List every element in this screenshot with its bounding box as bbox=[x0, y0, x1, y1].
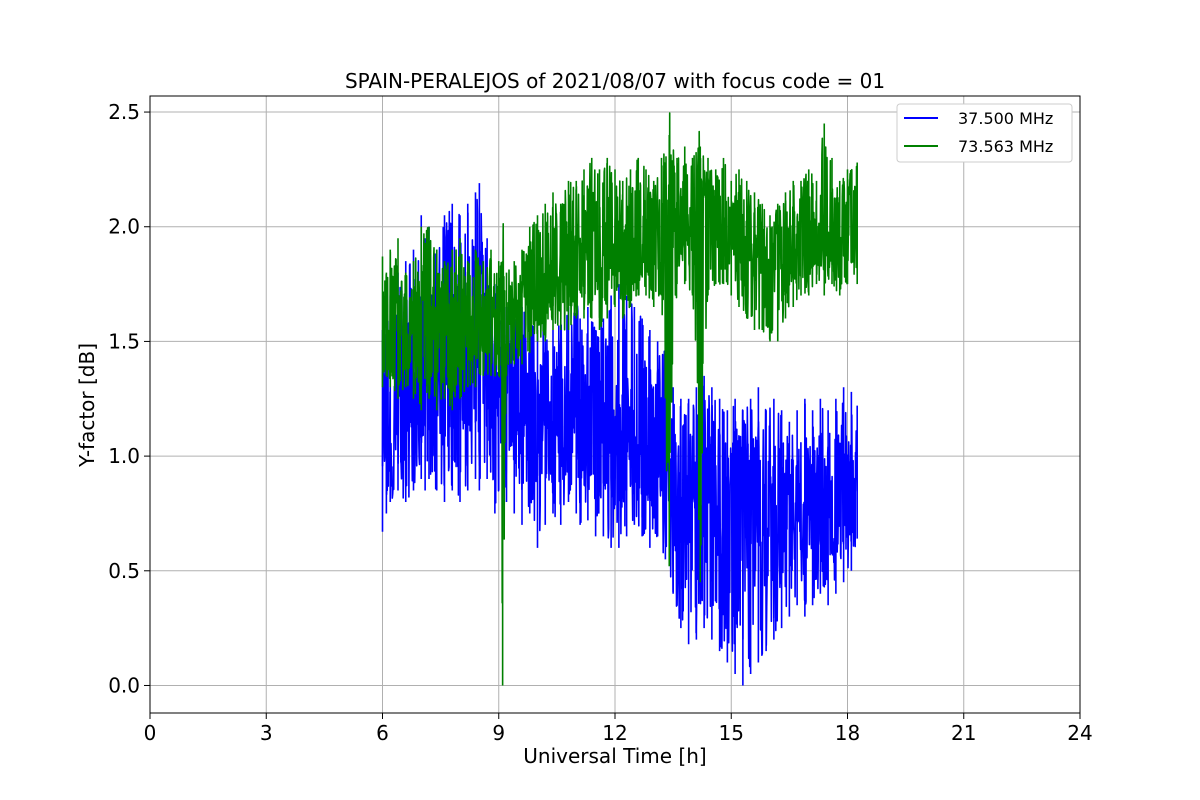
x-tick-label: 24 bbox=[1067, 721, 1092, 745]
ticks: 0 3 6 9 12 15 18 21 24 0.0 0.5 1.0 1.5 2.0 2.5 bbox=[108, 100, 1093, 745]
y-tick-label: 2.5 bbox=[108, 100, 140, 124]
legend-label-37500: 37.500 MHz bbox=[958, 109, 1053, 128]
y-tick-label: 1.5 bbox=[108, 329, 140, 353]
legend-label-73563: 73.563 MHz bbox=[958, 137, 1053, 156]
x-tick-label: 15 bbox=[719, 721, 744, 745]
y-tick-label: 0.5 bbox=[108, 559, 140, 583]
series-1 bbox=[381, 112, 858, 686]
series-group bbox=[381, 112, 858, 686]
x-tick-label: 6 bbox=[376, 721, 389, 745]
y-axis-label: Y-factor [dB] bbox=[75, 343, 99, 468]
chart-title: SPAIN-PERALEJOS of 2021/08/07 with focus… bbox=[345, 69, 885, 93]
x-tick-label: 21 bbox=[951, 721, 976, 745]
y-tick-label: 2.0 bbox=[108, 215, 140, 239]
x-tick-label: 3 bbox=[260, 721, 273, 745]
y-tick-label: 0.0 bbox=[108, 673, 140, 697]
x-tick-label: 18 bbox=[835, 721, 860, 745]
x-tick-label: 9 bbox=[492, 721, 505, 745]
legend-box bbox=[896, 103, 1073, 163]
legend: 37.500 MHz 73.563 MHz bbox=[896, 103, 1073, 163]
x-tick-label: 0 bbox=[144, 721, 157, 745]
x-axis-label: Universal Time [h] bbox=[523, 744, 706, 768]
y-tick-label: 1.0 bbox=[108, 444, 140, 468]
x-tick-label: 12 bbox=[602, 721, 627, 745]
